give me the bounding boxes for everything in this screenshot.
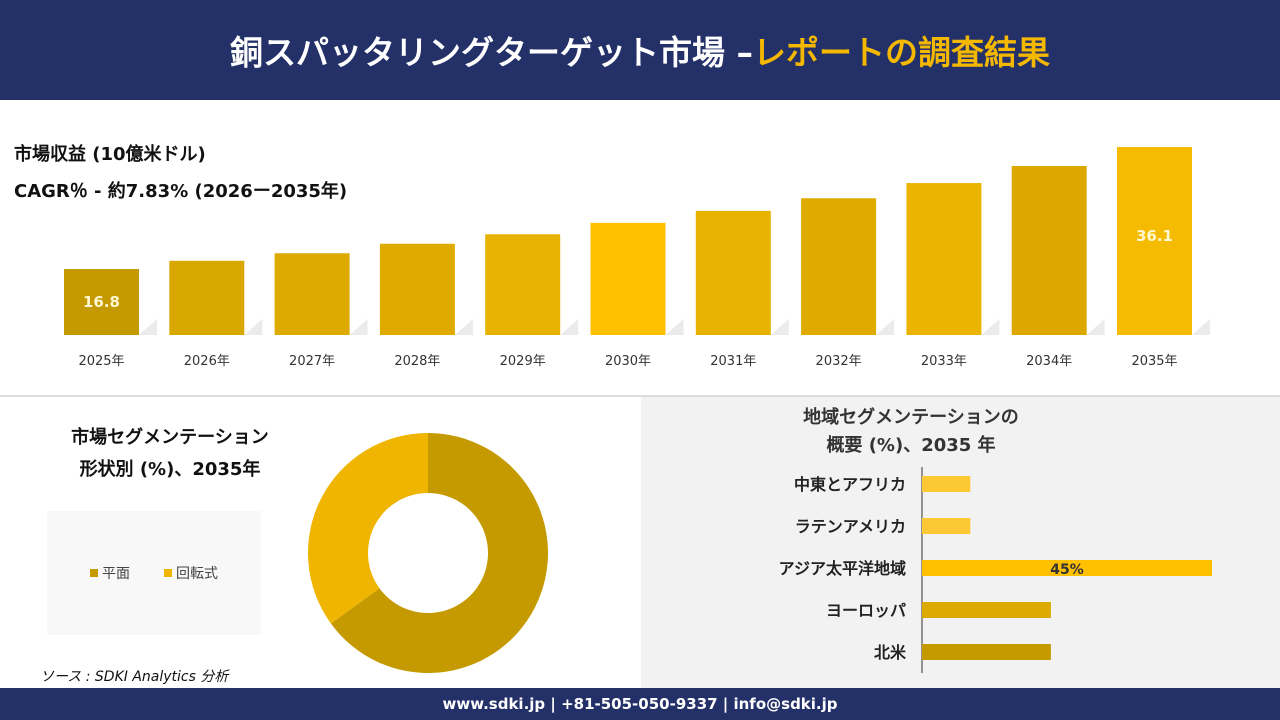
bar-shadow xyxy=(454,319,473,335)
revenue-bar-chart: 2025年 16.8 2026年 2027年 2028年 2029年 2030年 2031年 2… xyxy=(64,147,1210,369)
bar-shadow xyxy=(1086,319,1105,335)
bar-shadow xyxy=(349,319,368,335)
x-tick-label: 2035年 xyxy=(1131,354,1177,369)
bar-2025年 xyxy=(64,269,139,335)
donut-slice-回転式 xyxy=(308,433,428,624)
legend-item-rotary: 回転式 xyxy=(164,563,218,583)
x-tick-label: 2025年 xyxy=(78,354,124,369)
bar-2031年 xyxy=(695,210,771,335)
x-tick-label: 2026年 xyxy=(184,354,230,369)
legend-label: 平面 xyxy=(102,566,130,582)
x-tick-label: 2031年 xyxy=(710,354,756,369)
data-label: 45% xyxy=(1050,562,1084,578)
x-tick-label: 2027年 xyxy=(289,354,335,369)
bar-shadow xyxy=(139,319,157,335)
region-bar-中東とアフリカ xyxy=(922,476,971,492)
bar-shadow xyxy=(560,319,579,335)
region-title-line2: 概要 (%)、2035 年 xyxy=(826,435,996,456)
bar-shadow xyxy=(876,319,895,335)
donut-legend: 平面 回転式 xyxy=(47,511,261,635)
bar-2026年 xyxy=(169,260,245,335)
bar-2028年 xyxy=(379,243,455,335)
bar-2033年 xyxy=(906,183,982,335)
legend-swatch xyxy=(90,569,98,577)
bar-shadow xyxy=(1192,319,1210,335)
cagr-text: CAGR％ - 約7.83% (2026ー2035年) xyxy=(14,181,348,202)
bar-shadow xyxy=(770,319,789,335)
bar-2030年 xyxy=(590,222,666,335)
bar-2032年 xyxy=(801,198,877,335)
x-tick-label: 2028年 xyxy=(394,354,440,369)
header-banner: 銅スパッタリングターゲット市場 – レポートの調査結果 xyxy=(0,0,1280,100)
region-label: ヨーロッパ xyxy=(826,601,906,620)
region-label: ラテンアメリカ xyxy=(795,517,906,536)
page-title: 銅スパッタリングターゲット市場 – xyxy=(230,33,753,72)
x-tick-label: 2032年 xyxy=(816,354,862,369)
region-bar-北米 xyxy=(922,644,1051,660)
revenue-title: 市場収益 (10億米ドル) xyxy=(14,144,206,165)
segment-title-line2: 形状別 (%)、2035年 xyxy=(79,459,261,480)
page-title-accent: レポートの調査結果 xyxy=(753,33,1050,72)
data-label: 36.1 xyxy=(1136,227,1173,245)
bar-shadow xyxy=(244,319,263,335)
region-title-line1: 地域セグメンテーションの xyxy=(803,407,1019,428)
bar-shadow xyxy=(981,319,1000,335)
legend-swatch xyxy=(164,569,172,577)
region-bar-アジア太平洋地域 xyxy=(922,560,1212,576)
segment-title-line1: 市場セグメンテーション xyxy=(71,427,269,448)
x-tick-label: 2034年 xyxy=(1026,354,1072,369)
bar-shadow xyxy=(665,319,684,335)
shape-donut-chart xyxy=(308,433,548,673)
data-label: 16.8 xyxy=(83,293,120,311)
region-title: 地域セグメンテーションの 概要 (%)、2035 年 xyxy=(641,404,1181,460)
region-label: アジア太平洋地域 xyxy=(779,559,906,578)
region-bar-ヨーロッパ xyxy=(922,602,1051,618)
source-note: ソース : SDKI Analytics 分析 xyxy=(40,669,229,685)
bar-2035年 xyxy=(1117,147,1192,335)
donut-slice-平面 xyxy=(330,433,548,673)
region-bar-ラテンアメリカ xyxy=(922,518,971,534)
legend-item-flat: 平面 xyxy=(90,563,130,583)
divider xyxy=(0,395,1280,397)
bar-2027年 xyxy=(274,253,350,335)
region-label: 中東とアフリカ xyxy=(794,475,906,494)
segment-title: 市場セグメンテーション 形状別 (%)、2035年 xyxy=(20,422,320,486)
x-tick-label: 2029年 xyxy=(500,354,546,369)
region-panel xyxy=(641,397,1280,688)
legend-label: 回転式 xyxy=(176,566,218,582)
footer-contact: www.sdki.jp | +81-505-050-9337 | info@sd… xyxy=(0,688,1280,720)
bar-2034年 xyxy=(1011,166,1087,335)
region-label: 北米 xyxy=(874,643,907,662)
x-tick-label: 2033年 xyxy=(921,354,967,369)
x-tick-label: 2030年 xyxy=(605,354,651,369)
bar-2029年 xyxy=(485,234,561,335)
